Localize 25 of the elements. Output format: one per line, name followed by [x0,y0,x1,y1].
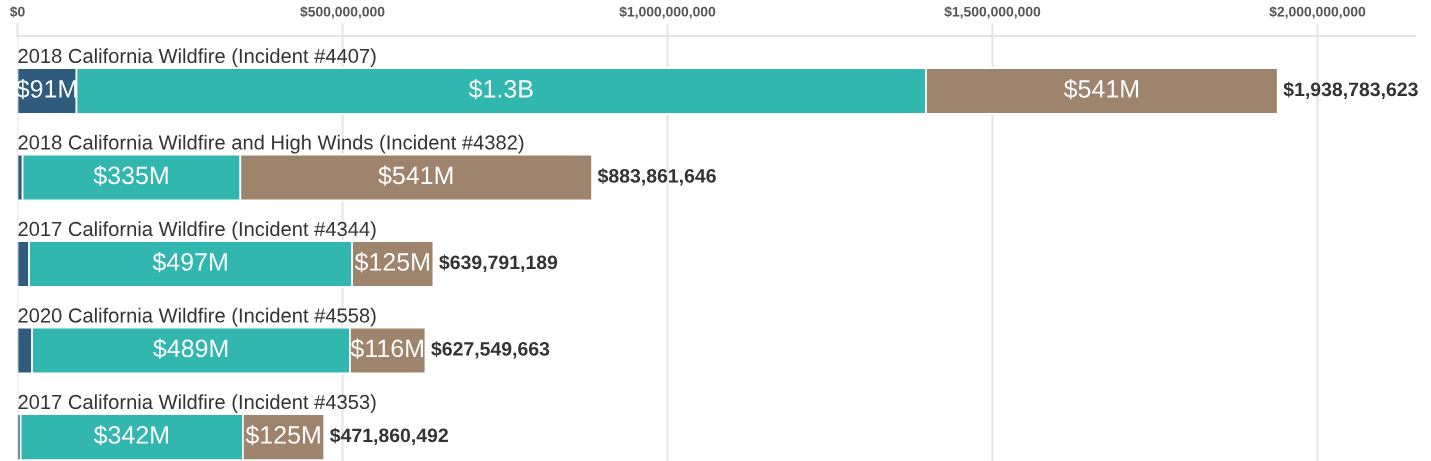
y-tick-label: 2017 California Wildfire (Incident #4353) [18,394,376,414]
y-tick-label: 2018 California Wildfire (Incident #4407) [18,48,376,68]
total-label: $1,938,783,623 [1283,81,1418,100]
data-label: $489M [153,338,228,359]
x-tick-label: $1,500,000,000 [944,6,1041,19]
data-label: $116M [350,338,423,359]
total-label: $471,860,492 [330,427,448,446]
data-label: $1.3B [468,78,533,100]
data-label: $342M [93,425,168,446]
y-tick-label: 2018 California Wildfire and High Winds (Incident #4382) [18,134,524,154]
x-tick-label: $2,000,000,000 [1269,6,1366,19]
data-label: $497M [152,251,227,273]
data-label: $125M [245,425,320,446]
data-label: $125M [354,251,429,273]
data-label: $541M [1063,78,1139,100]
total-label: $883,861,646 [597,168,716,186]
x-tick-label: $1,000,000,000 [619,6,716,19]
data-label: $335M [93,165,168,186]
total-label: $639,791,189 [439,254,558,273]
x-tick-label: $500,000,000 [300,6,385,19]
total-label: $627,549,663 [431,341,550,359]
y-tick-label: 2020 California Wildfire (Incident #4558) [18,307,376,327]
data-label: $541M [378,165,453,186]
y-tick-label: 2017 California Wildfire (Incident #4344) [18,221,376,241]
x-tick-label: $0 [9,6,25,18]
